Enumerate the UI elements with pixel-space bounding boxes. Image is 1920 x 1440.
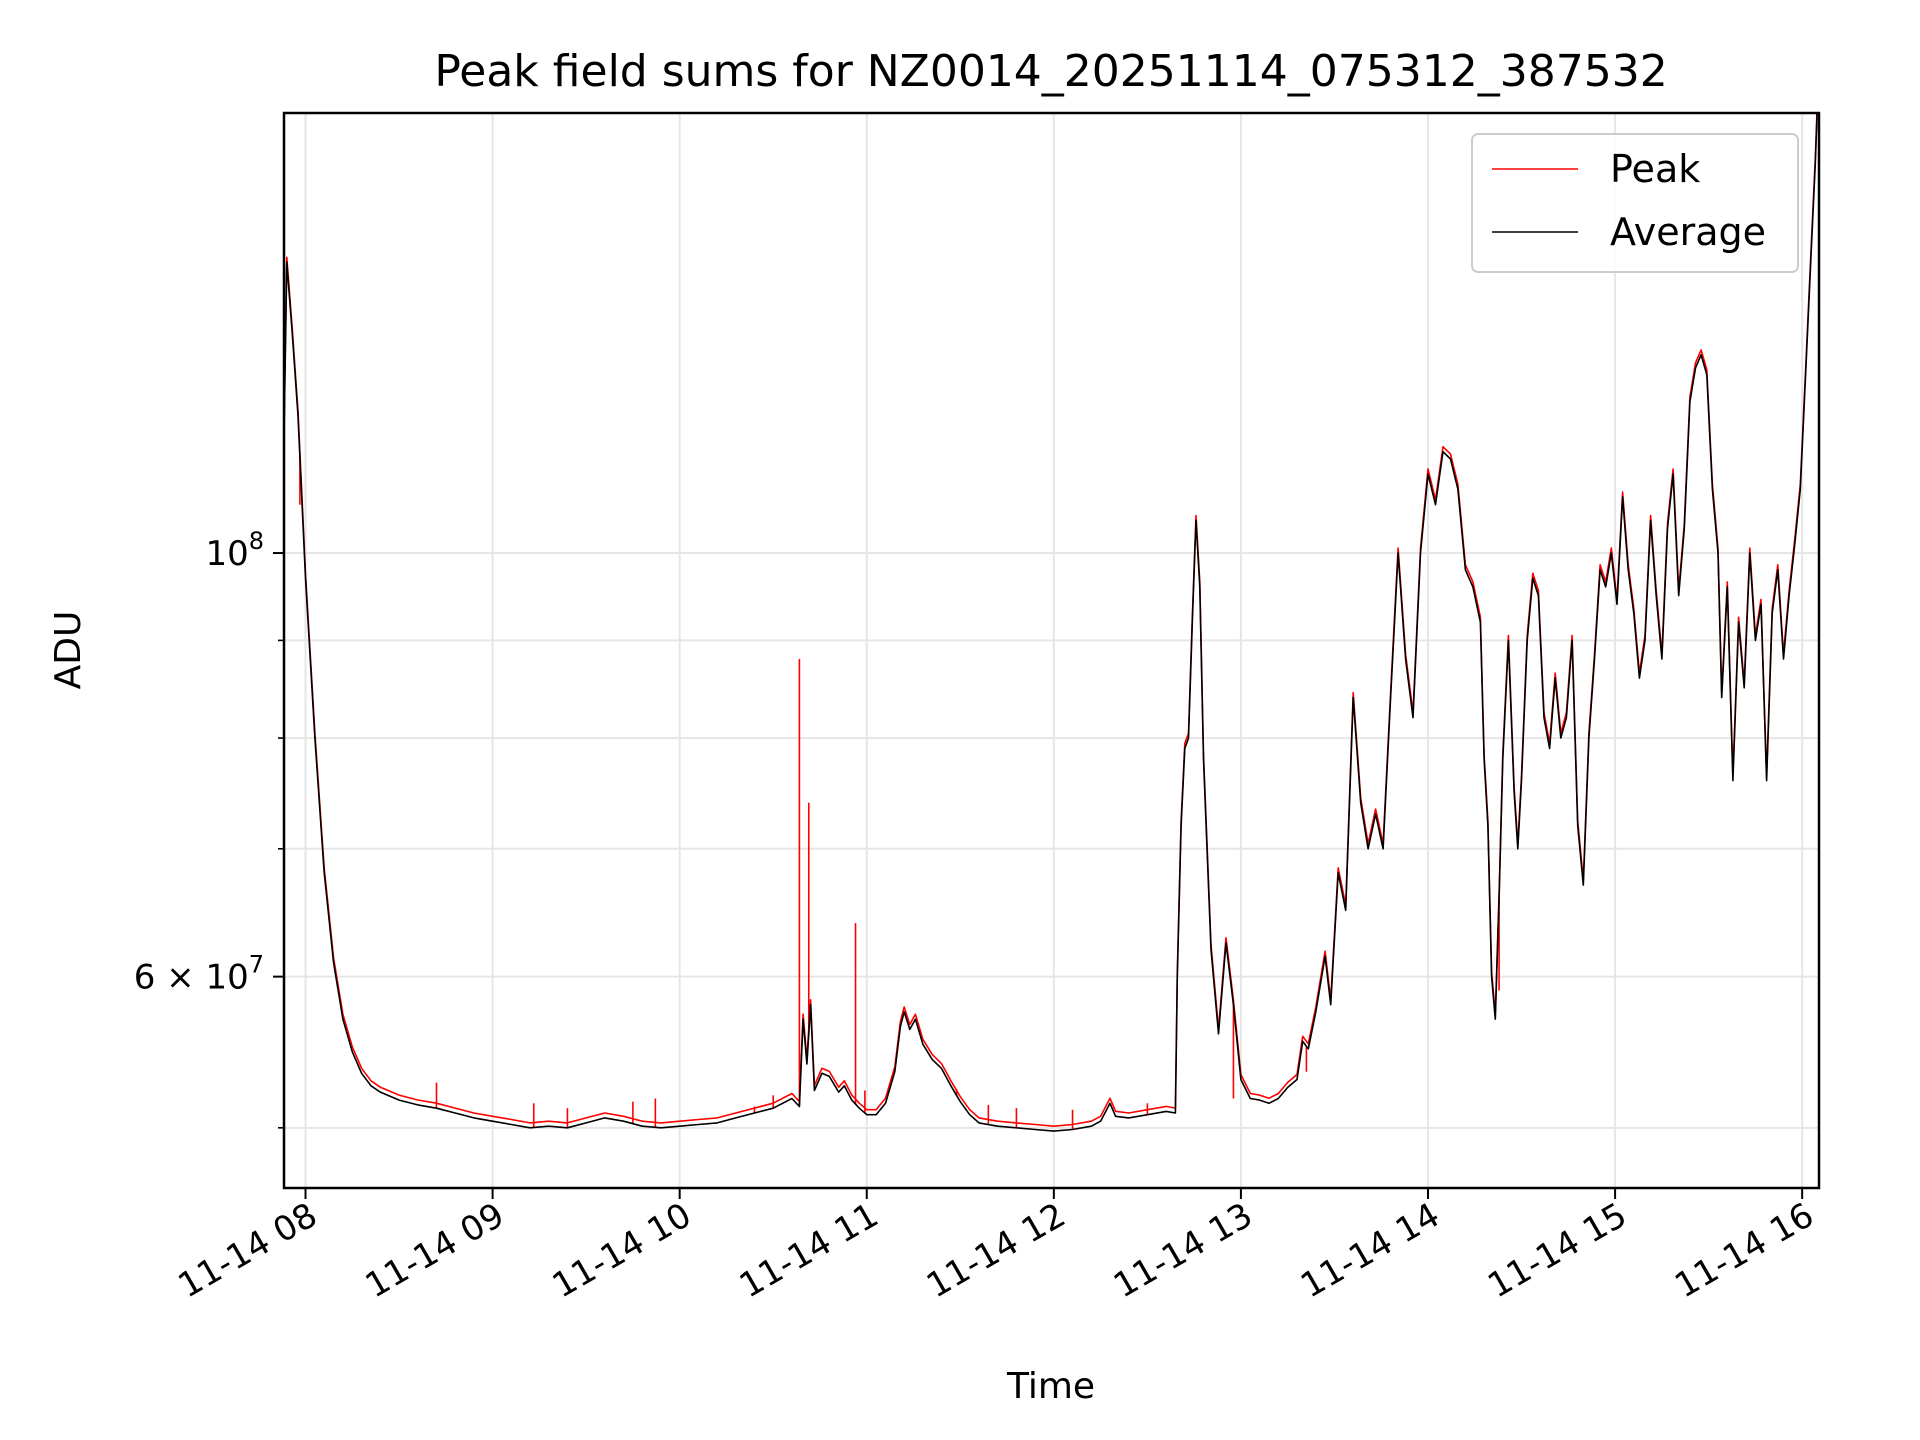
y-tick-label: 6 × 107 (134, 951, 264, 998)
grid (284, 113, 1819, 1188)
legend-average-label: Average (1610, 210, 1766, 254)
y-tick-label: 108 (205, 527, 264, 574)
y-tick-label-base: 10 (205, 534, 248, 574)
y-tick-label-base: 6 × 10 (134, 958, 249, 998)
y-tick-label-exponent: 8 (249, 527, 264, 555)
y-tick-label-exponent: 7 (249, 951, 264, 979)
plot-data (284, 113, 1818, 1132)
plot-frame (282, 111, 1821, 1190)
legend-peak-label: Peak (1610, 147, 1700, 191)
x-axis-label: Time (1006, 1366, 1095, 1407)
legend: Peak Average (1471, 133, 1799, 273)
y-axis-label: ADU (48, 611, 89, 690)
average-series-line (284, 113, 1818, 1132)
chart-title: Peak field sums for NZ0014_20251114_0753… (434, 46, 1667, 97)
